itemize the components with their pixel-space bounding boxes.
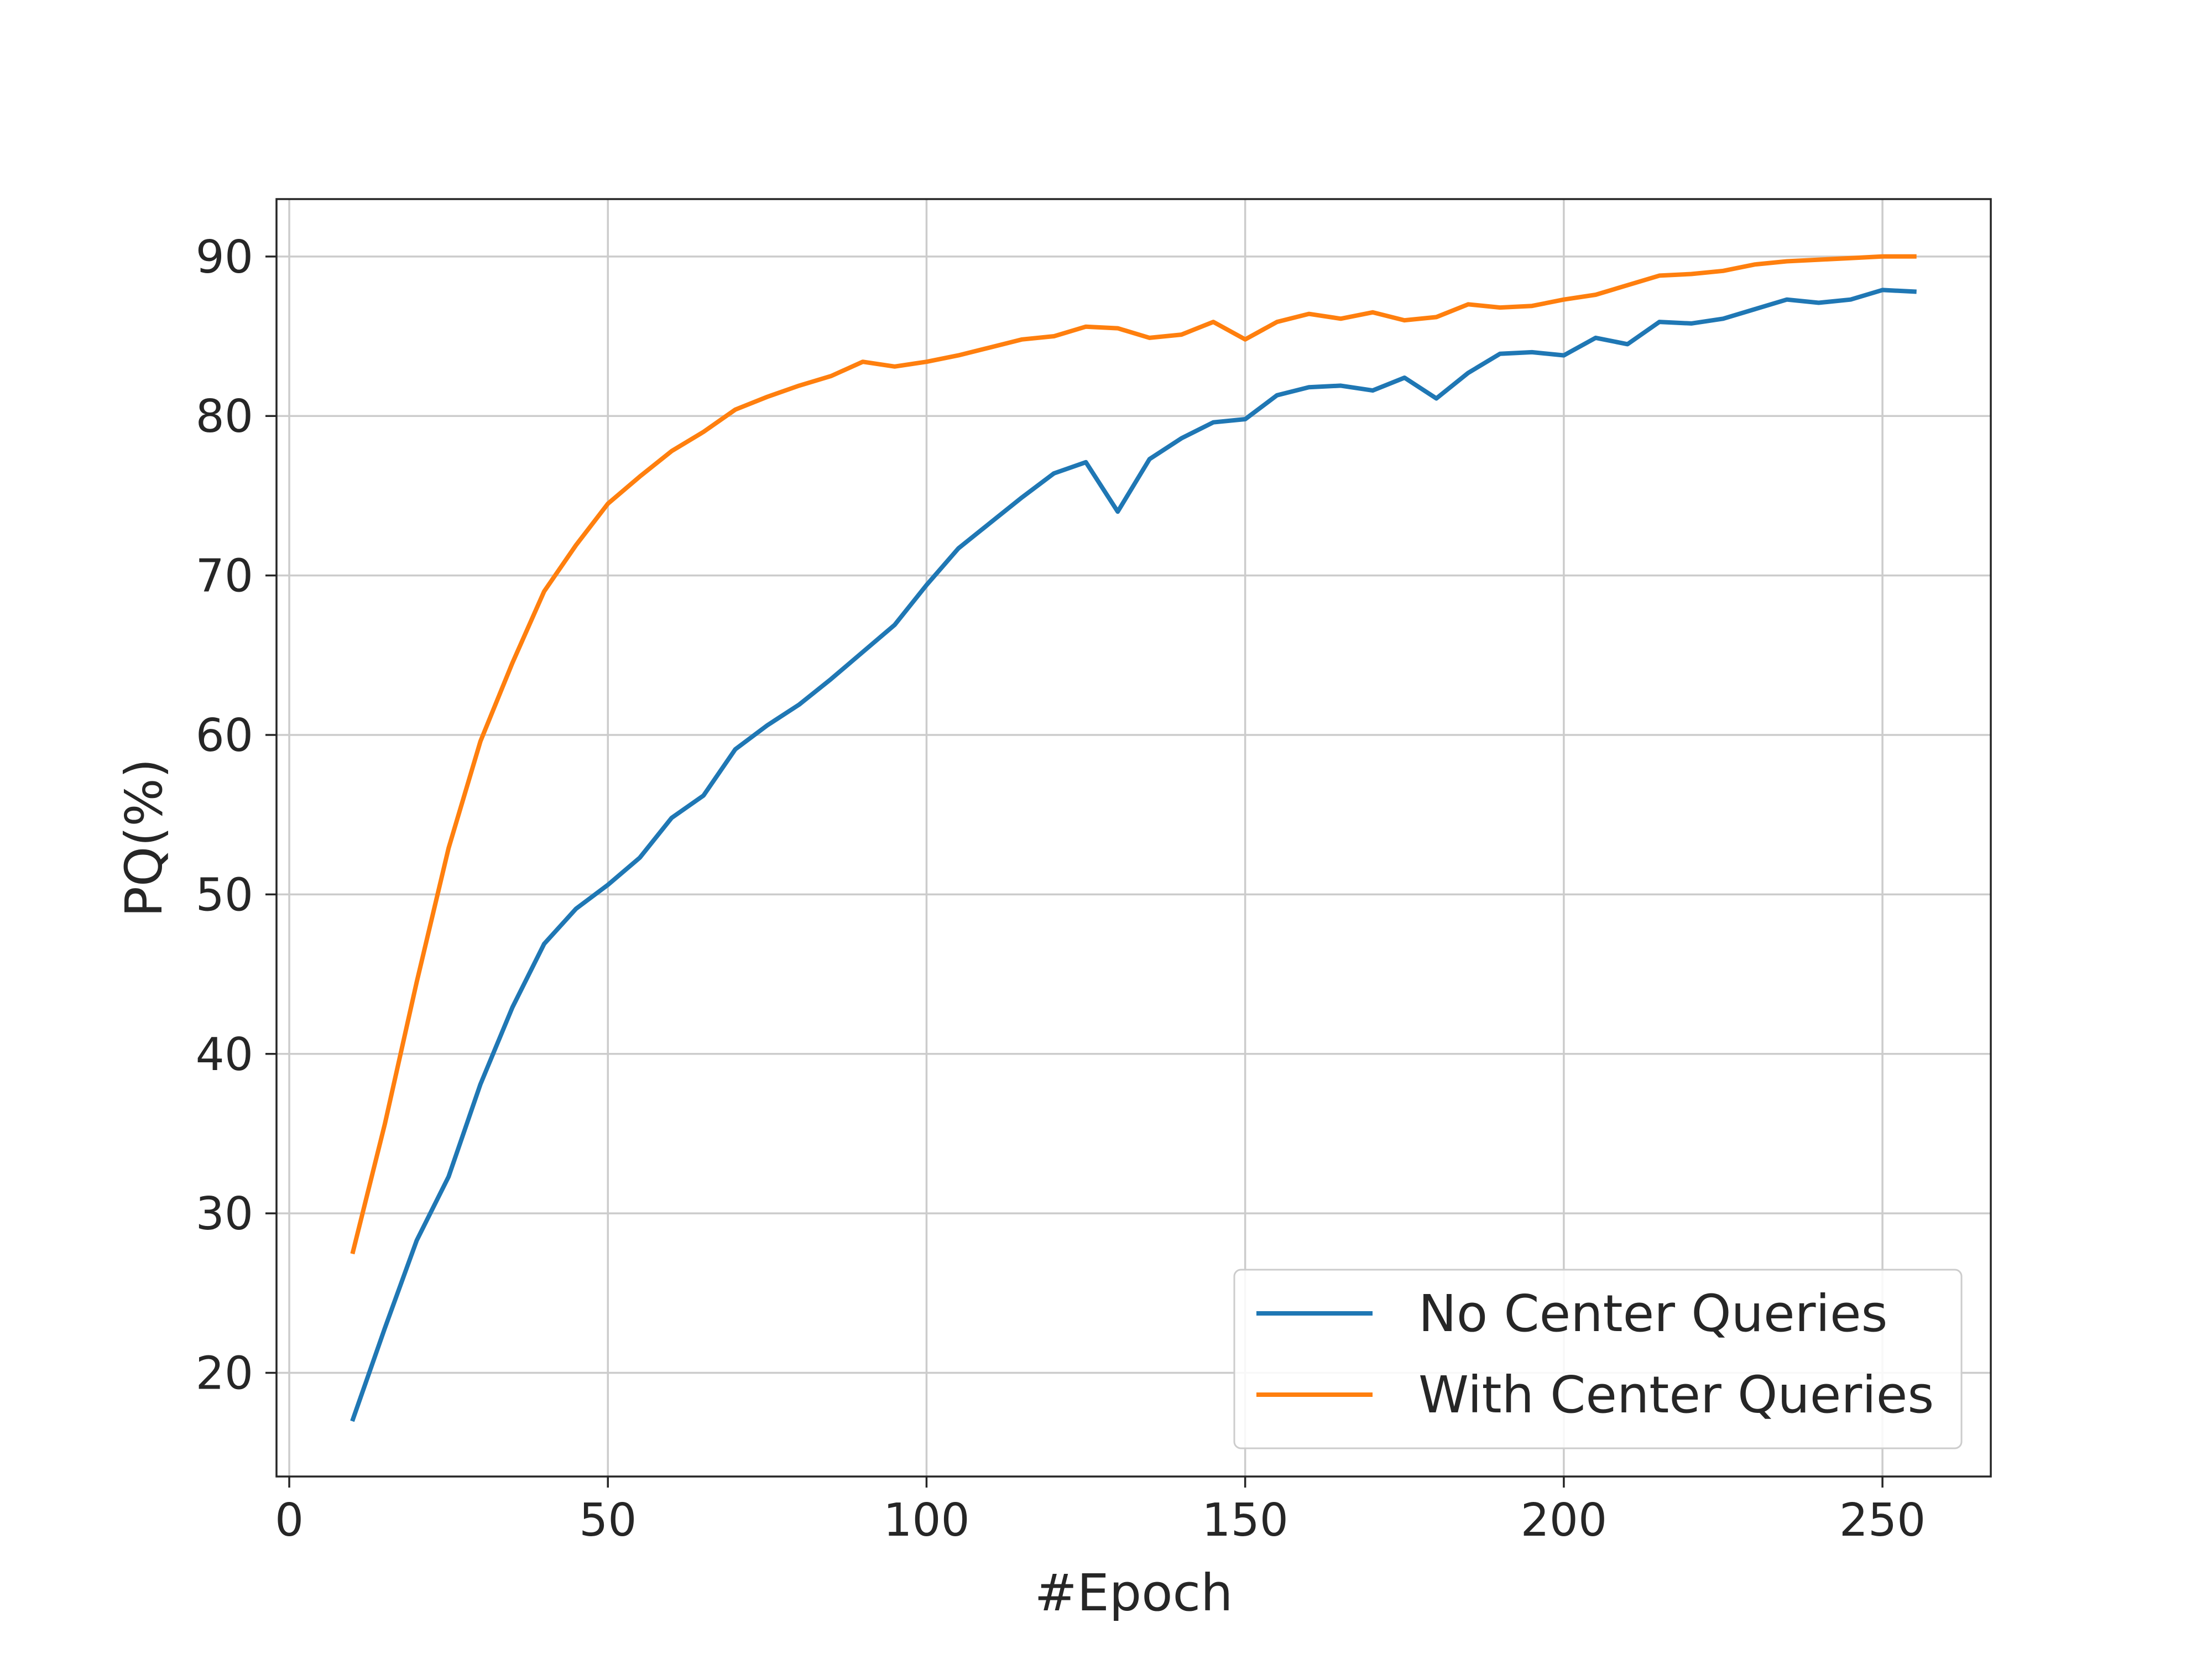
x-tick-label: 100 [883,1494,970,1547]
x-axis: 0 50 100 150 200 250 [275,1477,1926,1547]
legend-label-with-center-queries: With Center Queries [1418,1365,1934,1425]
x-tick-label: 150 [1202,1494,1288,1547]
y-tick-label: 30 [196,1188,253,1240]
series-line-with-center-queries [350,254,1917,1255]
x-tick-label: 50 [579,1494,637,1547]
x-tick-label: 0 [275,1494,304,1547]
legend: No Center Queries With Center Queries [1233,1269,1963,1449]
series-line-no-center-queries [350,288,1917,1422]
series-lines [350,254,1917,1422]
legend-box [1233,1269,1963,1449]
legend-label-no-center-queries: No Center Queries [1418,1284,1887,1343]
x-axis-label: #Epoch [1035,1563,1233,1623]
x-tick-label: 250 [1839,1494,1926,1547]
y-tick-label: 70 [196,550,253,603]
y-tick-label: 50 [196,869,253,921]
y-tick-label: 60 [196,709,253,762]
y-axis: 20 30 40 50 60 70 80 90 [196,231,276,1400]
y-tick-label: 20 [196,1348,253,1400]
y-tick-label: 40 [196,1029,253,1081]
y-tick-label: 80 [196,390,253,443]
y-tick-label: 90 [196,231,253,284]
x-tick-label: 200 [1521,1494,1608,1547]
grid [276,199,1991,1477]
plot-frame [275,198,1992,1478]
y-axis-label: PQ(%) [114,758,174,917]
